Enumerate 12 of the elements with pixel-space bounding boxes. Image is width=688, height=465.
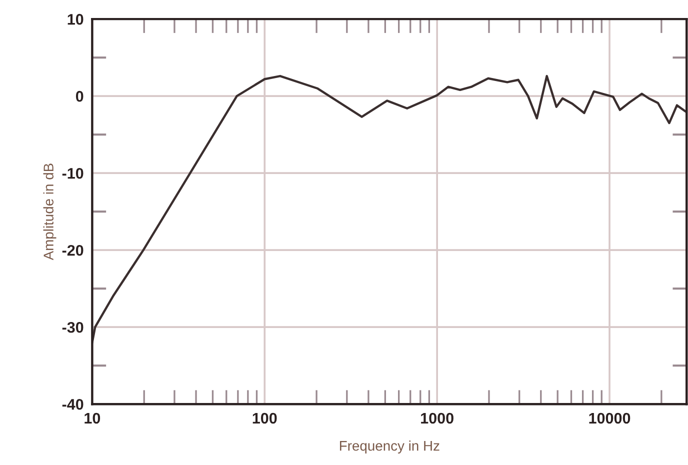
y-tick-label: 0	[76, 90, 84, 102]
y-tick-label: -10	[62, 168, 84, 179]
y-tick-label: -20	[62, 244, 84, 256]
x-tick-label: 100	[252, 412, 277, 424]
x-tick-label: 10	[84, 412, 100, 424]
y-tick-label: -40	[62, 398, 84, 410]
y-tick-label: -30	[62, 322, 84, 333]
x-tick-label: 1000	[421, 412, 454, 424]
x-axis-title: Frequency in Hz	[340, 440, 440, 454]
y-axis-title: Amplitude in dB	[43, 164, 56, 260]
x-tick-label: 10000	[589, 412, 630, 424]
y-tick-label: 10	[68, 14, 84, 25]
